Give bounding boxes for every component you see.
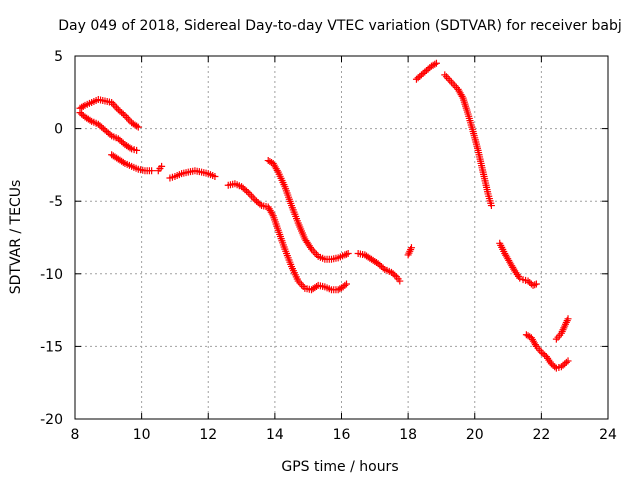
data-point: [342, 250, 350, 258]
data-point: [447, 78, 455, 86]
data-point: [342, 280, 350, 288]
data-point: [406, 247, 414, 255]
data-point: [451, 82, 459, 90]
data-point: [106, 130, 114, 138]
series-arc-l: [522, 331, 572, 372]
data-point: [133, 146, 141, 154]
series-arc-g: [404, 244, 415, 259]
series-arc-b: [108, 151, 156, 175]
data-point: [133, 122, 141, 130]
y-tick-label: 0: [54, 122, 63, 138]
data-point: [442, 73, 450, 81]
data-point: [311, 249, 319, 257]
data-point: [432, 59, 440, 67]
data-point: [487, 202, 495, 210]
data-point: [111, 102, 119, 110]
x-tick-label: 22: [532, 427, 550, 443]
data-point: [126, 144, 134, 152]
data-point: [158, 162, 166, 170]
data-point: [449, 80, 457, 88]
data-point: [441, 71, 449, 79]
data-point: [564, 315, 572, 323]
y-tick-label: -5: [49, 194, 63, 210]
grid-lines: [75, 56, 608, 419]
data-point: [446, 76, 454, 84]
series-arc-a1: [76, 96, 142, 131]
data-point: [134, 123, 142, 131]
data-point: [341, 281, 349, 289]
data-point: [243, 187, 251, 195]
x-tick-label: 18: [399, 427, 417, 443]
y-tick-label: -20: [40, 412, 63, 428]
series-arc-c: [166, 167, 219, 182]
x-axis-label: GPS time / hours: [281, 459, 398, 475]
data-point: [344, 249, 352, 257]
data-point: [249, 194, 257, 202]
x-tick-label: 16: [333, 427, 351, 443]
y-axis-label: SDTVAR / TECUs: [8, 180, 24, 295]
series-arc-h: [412, 59, 440, 83]
chart-title: Day 049 of 2018, Sidereal Day-to-day VTE…: [58, 18, 621, 34]
data-point: [551, 363, 559, 371]
data-point: [407, 244, 415, 252]
x-tick-label: 10: [133, 427, 151, 443]
data-point: [256, 200, 264, 208]
data-point: [148, 167, 156, 175]
data-point: [119, 158, 127, 166]
data-point: [516, 274, 524, 282]
data-point: [211, 173, 219, 181]
data-point: [79, 102, 87, 110]
y-tick-label: 5: [54, 49, 63, 65]
series-arc-a2: [76, 109, 141, 154]
data-point: [562, 358, 570, 366]
x-tick-label: 12: [199, 427, 217, 443]
data-point: [113, 104, 121, 112]
data-point: [119, 110, 127, 118]
y-tick-label: -15: [40, 339, 63, 355]
data-point: [124, 115, 132, 123]
data-point: [391, 271, 399, 279]
data-point: [564, 357, 572, 365]
x-tick-label: 24: [599, 427, 617, 443]
series-arc-j: [496, 239, 524, 282]
x-tick-label: 20: [466, 427, 484, 443]
data-point: [313, 283, 321, 291]
data-point: [123, 113, 131, 121]
data-point: [306, 243, 314, 251]
axis-ticks: 8 10 12 14 16 18 20 22 24 5 0 -5 -10 -15 -20: [40, 49, 617, 443]
series-arc-m: [552, 315, 572, 343]
series-arc-e: [264, 157, 352, 263]
series-arc-f: [354, 249, 404, 285]
series-arc-k: [519, 276, 540, 289]
data-point: [531, 281, 539, 289]
data-point: [529, 281, 537, 289]
data-point: [248, 192, 256, 200]
data-point: [298, 281, 306, 289]
x-tick-label: 14: [266, 427, 284, 443]
data-point: [86, 116, 94, 124]
series-arc-b2: [154, 162, 166, 175]
data-point: [444, 75, 452, 83]
series-arc-d: [224, 180, 350, 294]
series-arc-i: [441, 71, 495, 210]
data-point: [379, 264, 387, 272]
data-point: [532, 280, 540, 288]
data-marks: [76, 59, 572, 372]
data-point: [246, 190, 254, 198]
data-point: [431, 60, 439, 68]
data-point: [341, 251, 349, 259]
data-point: [396, 277, 404, 285]
x-tick-label: 8: [71, 427, 80, 443]
y-tick-label: -10: [40, 267, 63, 283]
